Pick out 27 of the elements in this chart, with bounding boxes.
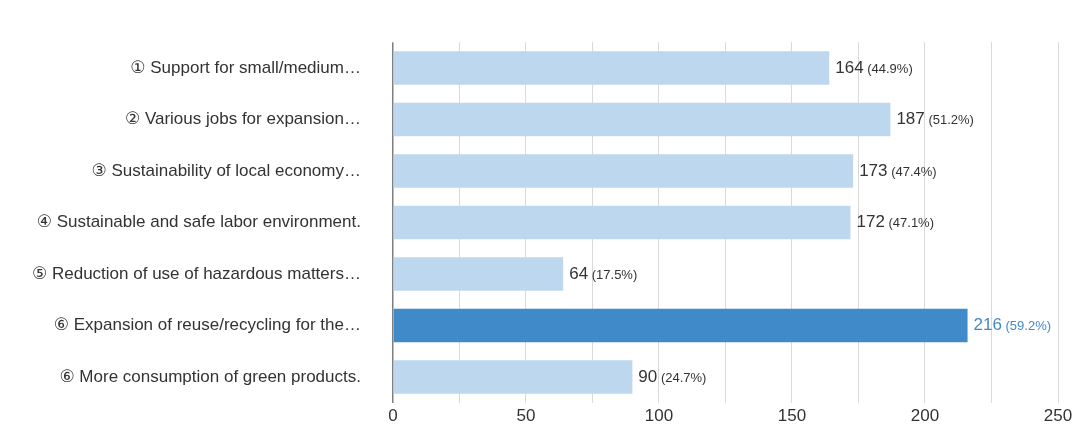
data-label: 216 (59.2%) [973, 315, 1052, 335]
data-label: 173 (47.4%) [859, 160, 937, 180]
data-label: 172 (47.1%) [856, 212, 935, 232]
data-label: 90 (24.7%) [638, 366, 707, 386]
y-tick-label: ② Various jobs for expansion… [124, 109, 361, 129]
data-label: 187 (51.2%) [896, 109, 974, 129]
data-label: 64 (17.5%) [569, 263, 638, 283]
y-tick-label: ③ Sustainability of local economy… [91, 160, 361, 180]
bar [393, 154, 854, 188]
x-tick-label: 100 [644, 405, 674, 425]
x-tick-label: 200 [910, 405, 940, 425]
bar [393, 102, 891, 137]
bar [393, 360, 633, 394]
data-label: 164 (44.9%) [835, 57, 913, 77]
y-tick-label: ⑥ Expansion of reuse/recycling for the… [53, 315, 361, 335]
x-tick-label: 0 [388, 405, 398, 425]
y-tick-label: ⑥ More consumption of green products. [59, 366, 361, 386]
bar [393, 205, 851, 240]
y-tick-label: ① Support for small/medium… [130, 57, 361, 77]
x-tick-label: 250 [1043, 405, 1073, 425]
y-tick-label: ⑤ Reduction of use of hazardous matters… [31, 263, 361, 283]
bar [393, 257, 564, 291]
bar [393, 51, 830, 85]
y-tick-label: ④ Sustainable and safe labor environment. [36, 212, 361, 232]
x-tick-label: 150 [777, 405, 807, 425]
x-tick-label: 50 [516, 405, 536, 425]
bar [393, 308, 968, 343]
